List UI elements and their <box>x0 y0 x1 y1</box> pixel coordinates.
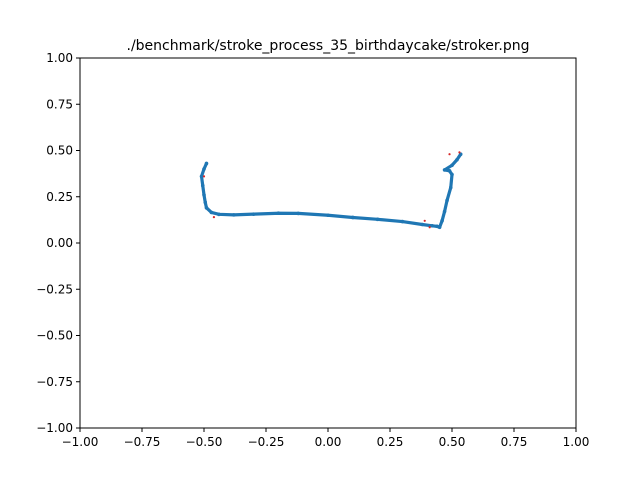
data-point <box>442 209 447 214</box>
data-point <box>209 210 214 215</box>
data-point <box>276 211 281 216</box>
data-point <box>447 169 452 173</box>
data-point <box>217 212 221 217</box>
y-tick-label: −0.75 <box>36 375 73 389</box>
x-tick-label: −0.25 <box>248 435 285 449</box>
data-point <box>445 198 449 203</box>
data-point-red <box>448 153 451 156</box>
chart-title: ./benchmark/stroke_process_35_birthdayca… <box>127 38 530 54</box>
y-tick-label: −0.50 <box>36 329 73 343</box>
data-point <box>204 161 209 166</box>
data-point <box>202 167 206 171</box>
series-1 <box>202 151 461 229</box>
y-axis: −1.00 −0.75 −0.50 −0.25 0.00 0.25 0.50 0.75 1.00 <box>36 51 80 435</box>
plot-frame <box>79 57 577 429</box>
y-tick-label: 0.75 <box>46 97 73 111</box>
data-point <box>440 219 444 223</box>
y-tick-label: −1.00 <box>36 421 73 435</box>
data-point <box>200 183 205 188</box>
x-tick-label: −1.00 <box>62 435 99 449</box>
x-tick-label: 0.25 <box>377 435 404 449</box>
data-point-red <box>428 226 431 229</box>
data-point <box>251 212 256 216</box>
x-tick-label: 0.75 <box>501 435 528 449</box>
y-tick-label: 1.00 <box>46 51 73 65</box>
data-point-red <box>423 219 426 222</box>
x-tick-label: −0.75 <box>124 435 161 449</box>
data-point <box>400 219 405 224</box>
y-tick-label: 0.25 <box>46 190 73 204</box>
data-point <box>296 211 301 216</box>
series-0 <box>199 152 463 230</box>
data-point-red <box>212 216 216 219</box>
x-tick-label: 0.50 <box>439 435 466 449</box>
plot-area <box>199 151 463 230</box>
data-point <box>199 174 204 179</box>
x-tick-label: −0.50 <box>186 435 223 449</box>
data-point <box>455 157 459 162</box>
data-point <box>442 168 447 172</box>
data-point <box>430 223 434 228</box>
data-point <box>448 185 453 190</box>
data-point <box>203 200 208 205</box>
data-point <box>351 215 355 220</box>
y-tick-label: 0.50 <box>46 144 73 158</box>
data-point <box>231 213 236 217</box>
data-point <box>437 225 442 230</box>
data-point <box>450 172 454 177</box>
data-point <box>420 222 425 227</box>
data-point-red <box>202 175 206 178</box>
x-tick-label: 1.00 <box>563 435 590 449</box>
x-tick-label: 0.00 <box>315 435 342 449</box>
data-point <box>204 206 209 210</box>
data-point <box>326 213 330 218</box>
y-tick-label: −0.25 <box>36 282 73 296</box>
y-tick-label: 0.00 <box>46 236 73 250</box>
data-point <box>202 193 206 197</box>
data-point <box>450 163 454 168</box>
x-axis: −1.00 −0.75 −0.50 −0.25 0.00 0.25 0.50 0.75 1.00 <box>62 428 590 449</box>
data-point <box>375 217 380 222</box>
data-point-red <box>458 151 461 154</box>
